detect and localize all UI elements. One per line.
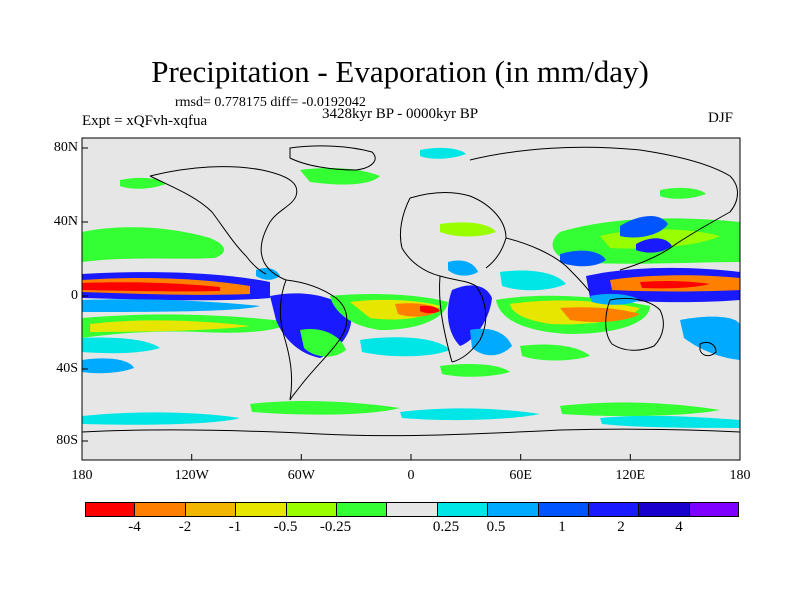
field-patch [636, 238, 672, 253]
field-patch [300, 328, 346, 357]
field-patch [560, 250, 606, 267]
coastline [409, 191, 507, 269]
field-patch [500, 270, 566, 291]
period-subtitle: 3428kyr BP - 0000kyr BP [322, 106, 479, 122]
colorbar-box [135, 502, 186, 517]
colorbar-box [488, 502, 539, 517]
experiment-label: Expt = xQFvh-xqfua [82, 113, 208, 129]
field-patch [250, 401, 400, 415]
field-patch [82, 412, 240, 425]
colorbar-label: -0.25 [319, 519, 352, 535]
coastline [399, 197, 441, 277]
field-patch [420, 305, 440, 314]
coastline [149, 175, 267, 275]
field-patch [300, 168, 380, 185]
colorbar-box [286, 502, 337, 517]
lon-label: 0 [407, 468, 415, 483]
coastline [82, 428, 740, 437]
colorbar-box [538, 502, 589, 517]
field-patch [680, 316, 740, 360]
colorbar-label: -4 [128, 519, 141, 535]
field-patch [440, 364, 510, 377]
lat-label: 40S [56, 361, 78, 376]
lat-label: 80N [53, 140, 78, 155]
coastline [439, 275, 453, 363]
field-patch [440, 222, 496, 237]
coastline [469, 146, 738, 271]
axis-ticks [81, 147, 741, 460]
field-patch [82, 282, 220, 292]
lat-label: 80S [56, 433, 78, 448]
coastline [439, 275, 487, 363]
coastline [149, 166, 298, 281]
field-patch [400, 408, 540, 421]
colorbar-box [85, 502, 136, 517]
colorbar-box [588, 502, 640, 517]
colorbar-box [437, 502, 489, 517]
colorbar-label: 1 [558, 519, 566, 535]
lon-label: 120E [615, 468, 646, 483]
colorbar [85, 502, 740, 517]
field-patch [470, 328, 512, 356]
colorbar-label: 0.5 [486, 519, 506, 535]
field-patch [256, 268, 280, 280]
colorbar-box [639, 502, 690, 517]
field-patch [560, 307, 640, 322]
coastline [279, 279, 293, 401]
field-patch [620, 215, 668, 238]
field-patch [448, 260, 478, 276]
season-label: DJF [708, 110, 734, 126]
field-patch [640, 280, 710, 289]
colorbar-box [689, 502, 740, 517]
field-patch [420, 147, 466, 159]
coastline [605, 297, 664, 351]
colorbar-box [236, 502, 287, 517]
field-patch [120, 177, 166, 189]
field-patch [520, 344, 590, 361]
lat-label: 0 [71, 288, 78, 303]
lon-label: 180 [71, 468, 93, 483]
coastline [699, 341, 717, 357]
lat-label: 40N [53, 214, 78, 229]
colorbar-label: -2 [178, 519, 192, 535]
coastline [285, 279, 348, 401]
pe-field [82, 147, 740, 428]
colorbar-box [387, 502, 438, 517]
colorbar-box [185, 502, 237, 517]
field-patch [82, 337, 160, 354]
field-patch [82, 227, 225, 262]
lon-label: 60E [509, 468, 532, 483]
field-patch [600, 415, 740, 428]
plot-title: Precipitation - Evaporation (in mm/day) [151, 54, 649, 89]
field-patch [90, 320, 250, 332]
field-patch [447, 285, 492, 346]
colorbar-label: 2 [617, 519, 625, 535]
lon-label: 180 [729, 468, 751, 483]
field-patch [560, 402, 720, 417]
coastline [289, 145, 376, 171]
lon-label: 60W [287, 468, 315, 483]
field-patch [82, 358, 134, 374]
coastline [505, 237, 591, 293]
colorbar-label: -0.5 [273, 519, 298, 535]
coastlines [82, 145, 740, 437]
stats-text: rmsd= 0.778175 diff= -0.0192042 [175, 95, 366, 110]
colorbar-label: 4 [675, 519, 683, 535]
field-patch [82, 299, 260, 312]
field-patch [360, 337, 450, 357]
colorbar-label: 0.25 [432, 519, 460, 535]
lon-label: 120W [174, 468, 209, 483]
colorbar-label: -1 [228, 519, 242, 535]
field-patch [660, 187, 706, 199]
colorbar-box [336, 502, 388, 517]
